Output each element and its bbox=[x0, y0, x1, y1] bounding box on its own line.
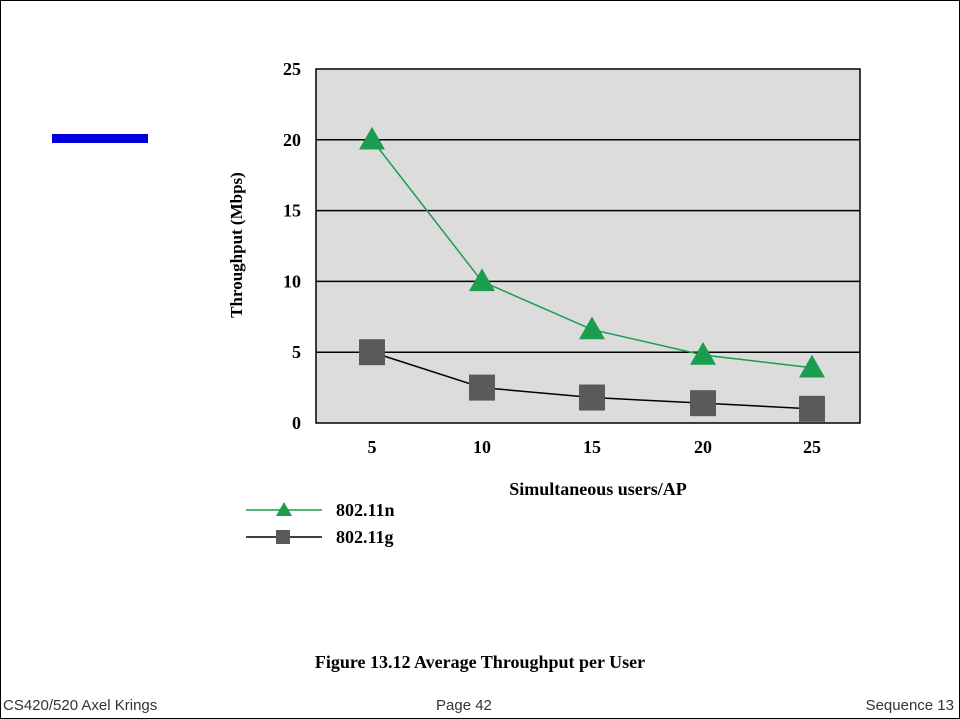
legend-label-80211g: 802.11g bbox=[336, 527, 394, 547]
data-point-80211g bbox=[690, 390, 716, 417]
y-tick-label: 20 bbox=[283, 130, 301, 150]
x-tick-label: 20 bbox=[694, 437, 712, 457]
title-accent-bar bbox=[52, 134, 148, 143]
x-tick-label: 25 bbox=[803, 437, 821, 457]
data-point-80211n bbox=[469, 268, 495, 292]
data-point-80211n bbox=[359, 126, 385, 150]
y-tick-label: 15 bbox=[283, 201, 301, 221]
data-point-80211n bbox=[579, 316, 605, 340]
y-tick-label: 10 bbox=[283, 271, 301, 291]
y-tick-label: 0 bbox=[292, 413, 301, 433]
footer-page: Page 42 bbox=[436, 697, 492, 714]
plot-area bbox=[315, 68, 861, 424]
legend-label-80211n: 802.11n bbox=[336, 500, 395, 520]
data-point-80211g bbox=[579, 384, 605, 411]
data-point-80211g bbox=[359, 339, 385, 366]
x-axis-label: Simultaneous users/AP bbox=[509, 479, 687, 499]
footer-course: CS420/520 Axel Krings bbox=[3, 697, 158, 714]
footer-sequence: Sequence 13 bbox=[865, 697, 954, 714]
data-point-80211n bbox=[799, 354, 825, 378]
data-point-80211g bbox=[799, 395, 825, 422]
figure-caption: Figure 13.12 Average Throughput per User bbox=[314, 652, 646, 672]
legend: 802.11n 802.11g bbox=[246, 500, 395, 547]
legend-marker-80211g bbox=[276, 530, 290, 544]
data-point-80211g bbox=[469, 374, 495, 401]
legend-marker-80211n bbox=[276, 502, 292, 516]
y-tick-label: 5 bbox=[292, 342, 301, 362]
x-tick-label: 15 bbox=[583, 437, 601, 457]
y-tick-label: 25 bbox=[283, 59, 301, 79]
x-tick-label: 10 bbox=[473, 437, 491, 457]
y-axis-label: Throughput (Mbps) bbox=[227, 172, 246, 318]
x-tick-label: 5 bbox=[368, 437, 377, 457]
data-point-80211n bbox=[690, 342, 716, 365]
